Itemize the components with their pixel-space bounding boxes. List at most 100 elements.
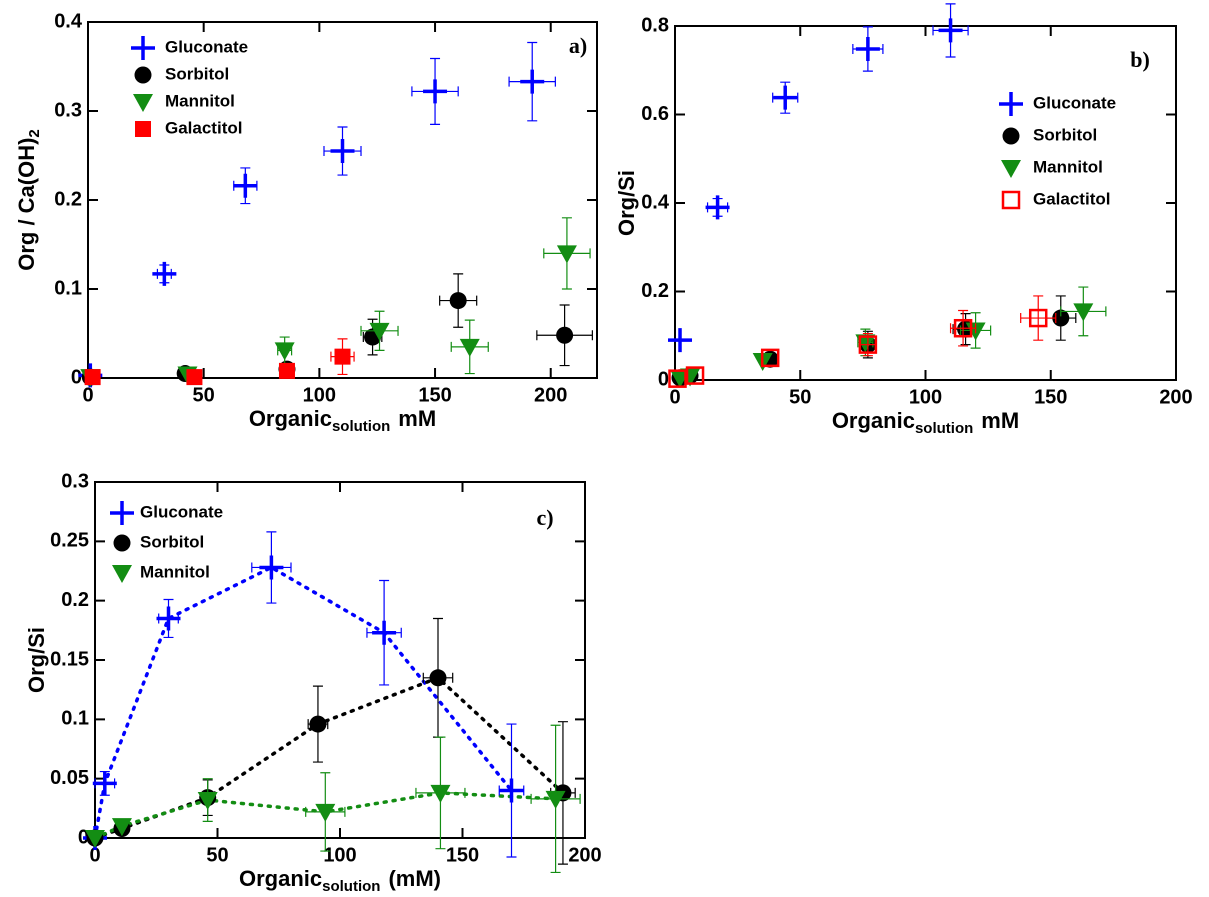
legend-label: Mannitol (1033, 157, 1103, 176)
y-tick-label: 0.6 (641, 103, 669, 125)
marker (111, 818, 132, 837)
panel-annotation: c) (536, 505, 553, 530)
legend-label: Gluconate (1033, 93, 1116, 112)
legend-label: Mannitol (165, 91, 235, 110)
x-label-main: Organic (832, 408, 915, 433)
x-tick-label: 150 (418, 384, 451, 406)
panel-annotation: a) (569, 33, 587, 58)
panel: 00.050.10.150.20.250.30 50 100 150 200Organi… (24, 470, 602, 895)
legend-label: Mannitol (140, 562, 210, 581)
legend-label: Sorbitol (165, 64, 229, 83)
x-label-sub: solution (915, 420, 973, 437)
legend-label: Sorbitol (140, 532, 204, 551)
x-tick-label: 150 (446, 844, 479, 866)
marker (85, 830, 105, 848)
marker (545, 790, 566, 809)
marker (84, 369, 101, 386)
marker (197, 792, 218, 811)
x-axis-label: Organicsolution mM (832, 408, 1019, 437)
marker (274, 342, 295, 361)
legend-label: Gluconate (140, 502, 223, 521)
marker (520, 69, 545, 94)
y-tick-label: 0.1 (54, 277, 82, 299)
marker (858, 335, 878, 354)
x-label-main: Organic (239, 866, 322, 891)
y-label-sub: 2 (26, 129, 43, 137)
legend-marker (1002, 127, 1020, 145)
marker (156, 606, 181, 631)
x-label-sub: solution (332, 418, 390, 435)
x-label-suffix: mM (981, 408, 1019, 433)
marker (233, 173, 258, 198)
marker (1028, 308, 1048, 328)
y-tick-label: 0 (71, 366, 82, 388)
marker (685, 366, 705, 385)
marker (278, 362, 295, 379)
marker (668, 328, 693, 353)
x-label-main: Organic (249, 406, 332, 431)
y-axis-label: Org/Si (614, 170, 639, 236)
x-tick-label: 50 (193, 384, 215, 406)
y-tick-label: 0.2 (54, 188, 82, 210)
marker (449, 292, 467, 310)
marker (938, 18, 963, 43)
x-tick-label: 100 (323, 844, 356, 866)
y-tick-label: 0.2 (61, 589, 89, 611)
y-tick-label: 0 (658, 368, 669, 390)
legend-marker (1001, 160, 1021, 178)
legend-marker (135, 121, 151, 137)
marker (429, 669, 447, 687)
x-tick-label: 50 (789, 386, 811, 408)
series-line (93, 565, 514, 840)
y-label-main: Org / Ca(OH) (14, 138, 39, 271)
marker (334, 348, 351, 365)
marker (152, 261, 177, 286)
y-tick-label: 0.05 (50, 767, 89, 789)
marker (259, 555, 284, 580)
marker (1073, 303, 1094, 322)
y-axis-label: Org / Ca(OH)2 (14, 129, 43, 271)
marker (668, 369, 687, 388)
x-tick-label: 0 (89, 844, 100, 866)
marker (556, 326, 574, 344)
panel-annotation: b) (1130, 47, 1150, 72)
legend-marker (1001, 190, 1021, 210)
legend-marker (131, 36, 155, 60)
legend-label: Gluconate (165, 37, 248, 56)
legend-marker (133, 94, 153, 112)
marker (92, 771, 117, 796)
marker (855, 37, 880, 62)
x-axis-label: Organicsolution mM (249, 406, 436, 435)
y-tick-label: 0.4 (641, 191, 670, 213)
legend-marker (134, 66, 152, 84)
x-tick-label: 0 (82, 384, 93, 406)
x-tick-label: 100 (909, 386, 942, 408)
y-axis-label: Org/Si (24, 627, 49, 693)
y-tick-label: 0.25 (50, 530, 89, 552)
y-tick-label: 0.8 (641, 14, 669, 36)
marker (773, 85, 798, 110)
legend-marker (110, 501, 134, 525)
legend-marker (113, 534, 131, 552)
y-tick-label: 0.2 (641, 280, 669, 302)
legend-label: Galactitol (165, 118, 242, 137)
y-tick-label: 0.3 (54, 99, 82, 121)
marker (459, 338, 480, 357)
x-error-bar (1020, 313, 1057, 324)
marker (760, 348, 780, 368)
legend-marker (112, 565, 132, 583)
x-label-suffix: mM (398, 406, 436, 431)
x-tick-label: 100 (303, 384, 336, 406)
x-tick-label: 150 (1034, 386, 1067, 408)
marker (1052, 309, 1070, 327)
marker (330, 139, 355, 164)
x-tick-label: 200 (534, 384, 567, 406)
legend-label: Sorbitol (1033, 125, 1097, 144)
y-tick-label: 0.1 (61, 708, 89, 730)
marker (705, 195, 730, 220)
marker (499, 778, 524, 803)
marker (372, 620, 397, 645)
y-tick-label: 0.15 (50, 648, 89, 670)
x-label-suffix: (mM) (388, 866, 441, 891)
marker (369, 322, 390, 341)
